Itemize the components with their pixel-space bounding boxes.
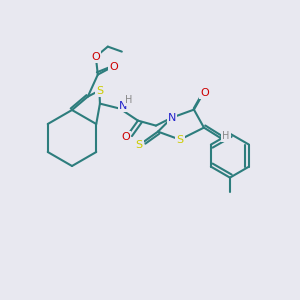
Text: S: S xyxy=(135,140,142,150)
Text: O: O xyxy=(201,88,209,98)
Text: N: N xyxy=(168,112,176,123)
Text: H: H xyxy=(125,94,133,105)
Text: O: O xyxy=(92,52,100,61)
Text: O: O xyxy=(122,132,130,142)
Text: S: S xyxy=(176,135,184,145)
Text: O: O xyxy=(110,61,118,72)
Text: H: H xyxy=(222,130,230,141)
Text: N: N xyxy=(119,100,127,111)
Text: S: S xyxy=(96,85,103,95)
